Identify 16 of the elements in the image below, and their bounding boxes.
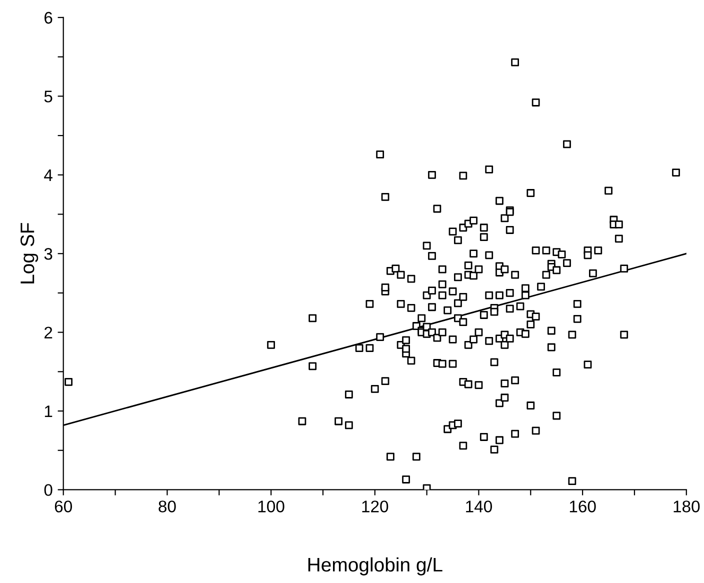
y-tick-label: 1 — [44, 406, 52, 418]
x-tick-label: 180 — [674, 500, 700, 512]
x-tick-label: 140 — [466, 500, 492, 512]
y-tick-label: 5 — [44, 90, 52, 102]
x-axis-title: Hemoglobin g/L — [308, 557, 442, 576]
y-tick-label: 4 — [44, 169, 52, 181]
x-tick-label: 120 — [362, 500, 388, 512]
y-tick-label: 3 — [44, 248, 52, 260]
x-tick-label: 80 — [158, 500, 176, 512]
x-tick-label: 100 — [258, 500, 284, 512]
x-tick-label: 60 — [54, 500, 72, 512]
y-tick-label: 2 — [44, 326, 52, 338]
y-tick-label: 6 — [44, 12, 52, 24]
y-tick-label: 0 — [44, 484, 52, 496]
x-tick-label: 160 — [570, 500, 596, 512]
y-axis-title: Log SF — [20, 223, 38, 284]
